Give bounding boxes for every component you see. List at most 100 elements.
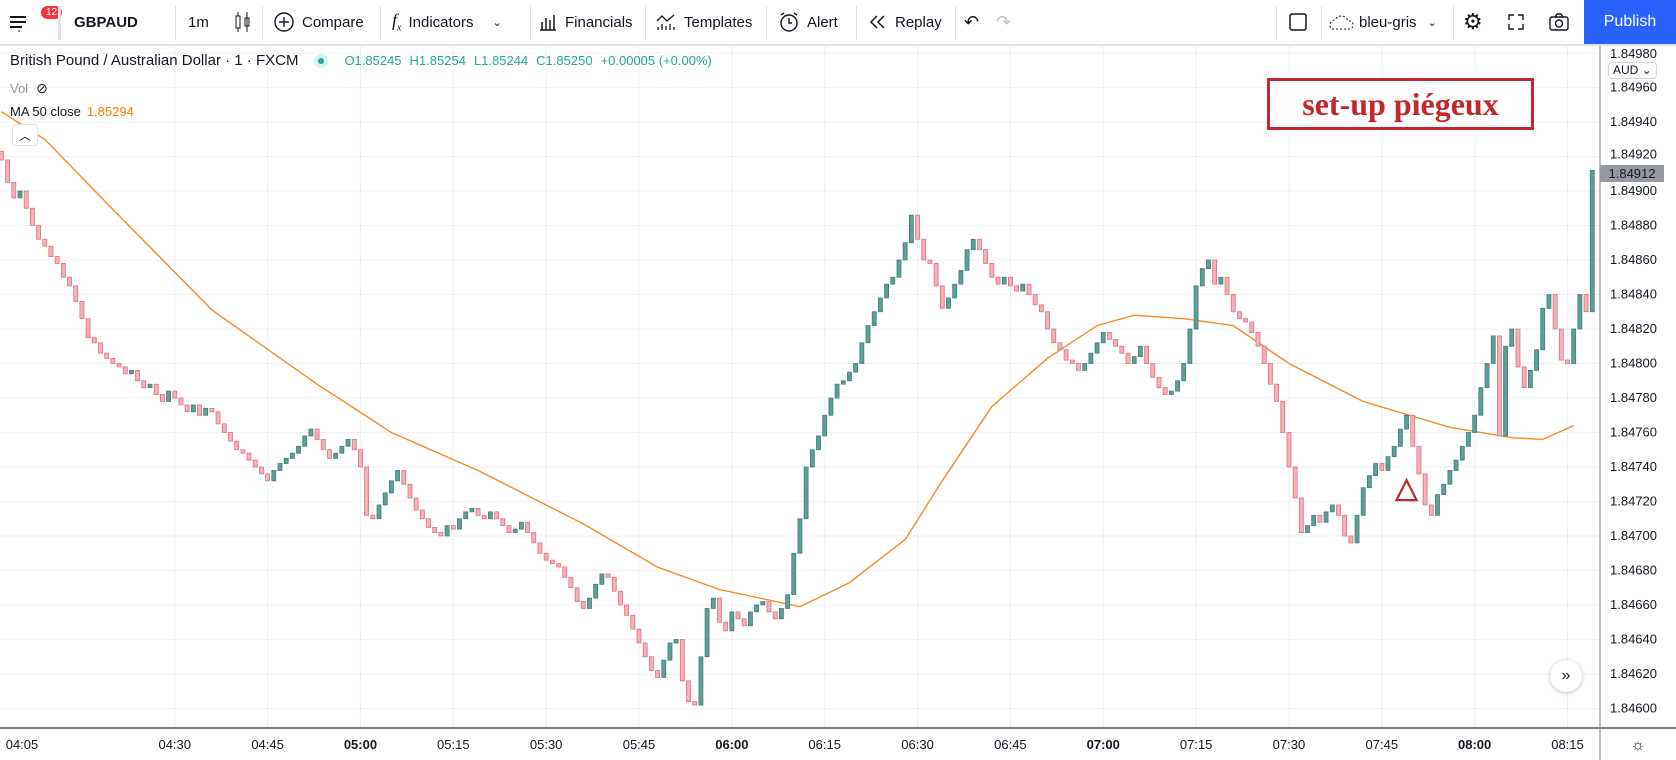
candle xyxy=(85,318,91,339)
candle xyxy=(289,452,295,459)
undo-button[interactable]: ↶ xyxy=(964,0,979,44)
candle xyxy=(1416,445,1422,475)
double-chevron-right-icon: » xyxy=(1561,667,1571,684)
chevron-down-icon[interactable]: ⌄ xyxy=(492,16,502,29)
candle xyxy=(382,492,388,506)
candle xyxy=(1243,318,1249,323)
replay-button[interactable]: Replay xyxy=(868,0,942,44)
candle xyxy=(1410,414,1416,447)
candle xyxy=(834,383,840,399)
settings-button[interactable]: ⚙ xyxy=(1463,0,1483,44)
candle xyxy=(1051,328,1057,344)
price-tick: 1.84620 xyxy=(1610,666,1657,681)
hamburger-icon xyxy=(10,16,26,32)
candle xyxy=(686,680,691,703)
candle xyxy=(1100,332,1106,344)
candle xyxy=(333,452,339,459)
templates-button[interactable]: Templates xyxy=(655,0,752,44)
last-price-label: 1.84912 xyxy=(1600,165,1664,182)
candle xyxy=(791,552,797,596)
cloud-icon xyxy=(1329,15,1354,30)
candle xyxy=(444,525,450,537)
plus-circle-icon xyxy=(274,12,294,32)
candle xyxy=(927,259,933,264)
candle xyxy=(271,470,277,482)
candle xyxy=(296,445,301,454)
candle xyxy=(525,521,530,533)
time-axis: 04:05 04:30 04:45 05:00 05:15 05:30 05:45 06:00… xyxy=(0,727,1676,754)
candles-icon xyxy=(235,12,250,32)
candle xyxy=(593,583,599,599)
price-chart[interactable]: 1.84980 1.84960 1.84940 1.84920 1.84900 1.848… xyxy=(0,46,1676,760)
candle xyxy=(1274,383,1279,402)
price-tick: 1.84960 xyxy=(1610,80,1657,95)
redo-button[interactable]: ↷ xyxy=(996,0,1011,44)
time-tick: 07:15 xyxy=(1180,737,1213,752)
candle xyxy=(859,342,865,364)
ohlc-low: L1.85244 xyxy=(473,53,529,68)
candle xyxy=(748,611,753,627)
candle xyxy=(1534,349,1539,371)
symbol-search[interactable]: GBPAUD xyxy=(74,13,138,31)
candle xyxy=(11,181,17,199)
candle xyxy=(1515,328,1521,368)
candle xyxy=(450,525,456,530)
time-tick: 05:45 xyxy=(623,737,656,752)
candle xyxy=(197,404,202,416)
candle xyxy=(1057,342,1063,351)
candle xyxy=(1490,335,1496,364)
candle xyxy=(1131,356,1137,364)
scroll-to-realtime-button[interactable]: » xyxy=(1550,660,1582,692)
candle xyxy=(1379,463,1385,471)
candle xyxy=(1193,285,1199,330)
market-status-icon xyxy=(314,53,329,68)
snapshot-button[interactable] xyxy=(1548,0,1570,44)
candle xyxy=(1466,432,1471,447)
candle xyxy=(481,514,487,520)
fullscreen-button[interactable] xyxy=(1506,0,1526,44)
candle xyxy=(1119,345,1125,354)
candle xyxy=(320,438,326,451)
price-tick: 1.84700 xyxy=(1610,528,1657,543)
candle xyxy=(599,573,605,585)
candle xyxy=(432,526,438,533)
layout-name-button[interactable]: bleu-gris ⌄ xyxy=(1328,0,1437,44)
indicators-button[interactable]: fx Indicators ⌄ xyxy=(392,0,502,44)
candle xyxy=(1323,511,1329,523)
candle xyxy=(562,566,568,578)
candle xyxy=(995,276,1001,285)
price-tick: 1.84780 xyxy=(1610,390,1657,405)
candle xyxy=(48,245,54,257)
candle xyxy=(704,608,710,658)
layout-select-button[interactable] xyxy=(1288,0,1308,44)
candle xyxy=(302,435,308,447)
eye-off-icon[interactable]: ⊘ xyxy=(36,80,48,96)
candle xyxy=(426,518,431,528)
candle xyxy=(1162,387,1168,395)
publish-button[interactable]: Publish xyxy=(1584,0,1676,44)
indicators-label: Indicators xyxy=(408,13,474,31)
financials-button[interactable]: Financials xyxy=(538,0,633,44)
candle xyxy=(1577,294,1583,330)
candle xyxy=(506,525,512,533)
candle xyxy=(419,509,425,520)
alert-button[interactable]: Alert xyxy=(778,0,838,44)
compare-button[interactable]: Compare xyxy=(273,0,364,44)
time-tick: 08:00 xyxy=(1458,737,1491,752)
candle xyxy=(5,159,11,183)
candle xyxy=(636,628,642,644)
ohlc-change: +0.00005 (+0.00%) xyxy=(600,53,712,68)
collapse-legend-button[interactable]: ︿ xyxy=(12,124,38,146)
candle xyxy=(1076,363,1081,371)
currency-select[interactable]: AUD ⌄ xyxy=(1608,62,1657,79)
candle xyxy=(1175,380,1180,392)
time-tick: 04:30 xyxy=(158,737,191,752)
triangle-marker xyxy=(1394,477,1419,502)
candle xyxy=(1187,328,1193,364)
interval-button[interactable]: 1m xyxy=(188,13,209,31)
chart-type-button[interactable] xyxy=(234,0,252,44)
candle xyxy=(376,504,382,520)
menu-button[interactable]: 12 xyxy=(8,0,64,44)
candle xyxy=(234,440,240,451)
time-tick: 05:00 xyxy=(344,737,377,752)
